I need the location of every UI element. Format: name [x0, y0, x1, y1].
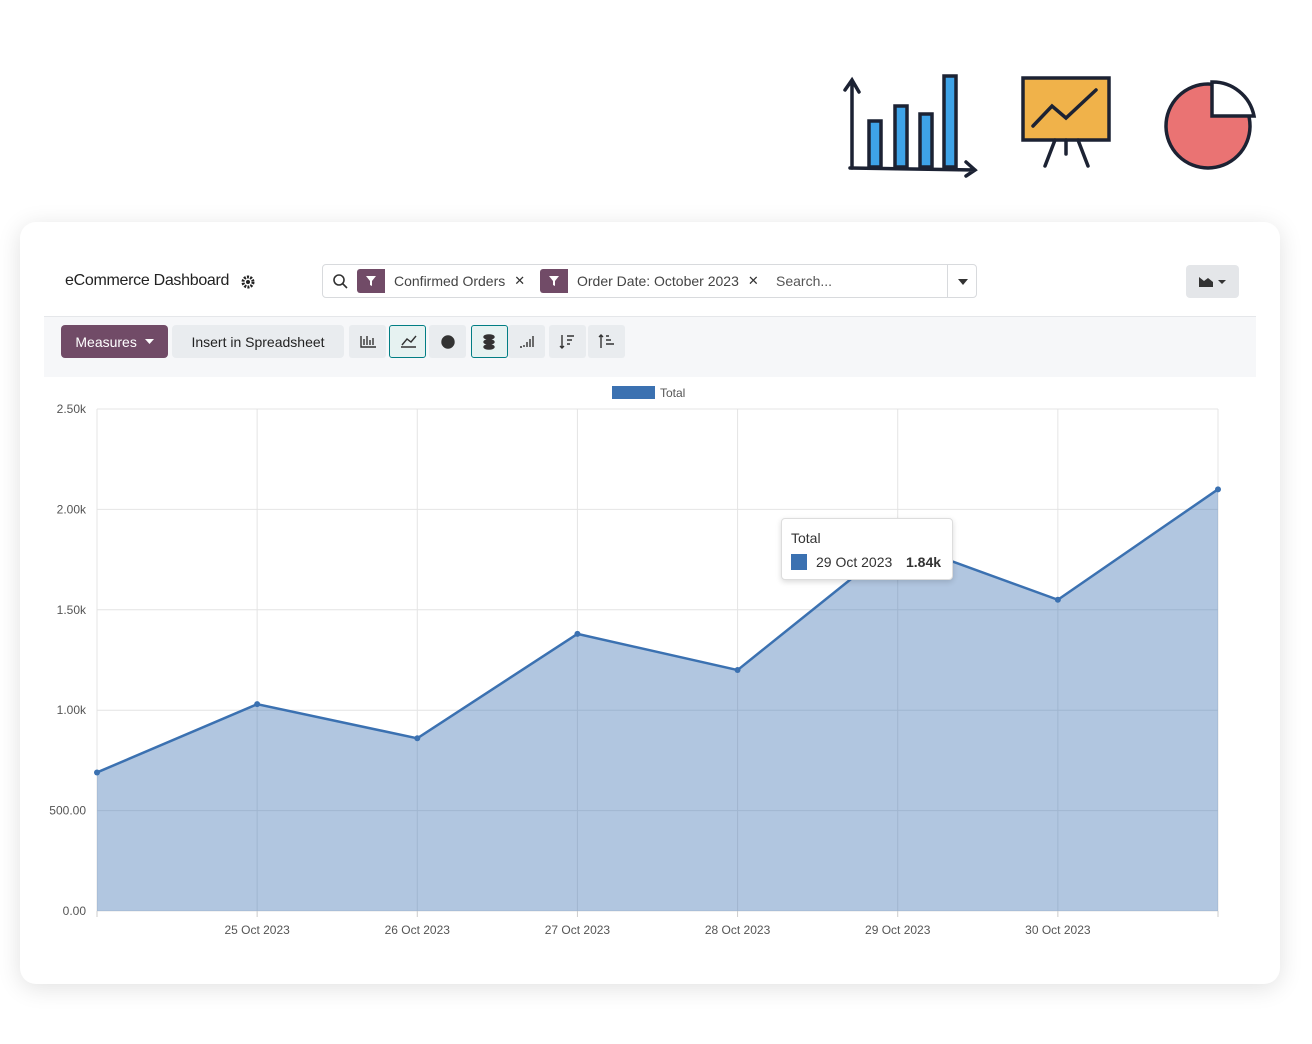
- toolbar-glyphs: [360, 334, 614, 350]
- y-tick-label: 0.00: [63, 904, 87, 918]
- view-switcher[interactable]: [1186, 265, 1239, 298]
- dropdown-caret[interactable]: [957, 278, 969, 286]
- sort-desc-button[interactable]: [549, 325, 586, 358]
- dashboard-title: eCommerce Dashboard: [65, 272, 230, 289]
- point: [1215, 486, 1221, 493]
- tooltip-category: 29 Oct 2023: [816, 554, 893, 570]
- point: [94, 769, 100, 776]
- tooltip-value: 1.84k: [906, 554, 942, 570]
- legend-label: Total: [660, 386, 685, 400]
- decor-icons: [843, 74, 1257, 178]
- y-tick-label: 500.00: [49, 804, 86, 818]
- sort-asc-button[interactable]: [588, 325, 625, 358]
- area: [97, 489, 1218, 911]
- tooltip: Total 29 Oct 2023 1.84k: [781, 518, 953, 580]
- gear-icon[interactable]: [241, 275, 255, 289]
- y-tick-label: 1.00k: [57, 703, 87, 717]
- point: [574, 630, 581, 637]
- point: [254, 701, 261, 708]
- divider: [947, 265, 948, 297]
- x-tick-label: 30 Oct 2023: [1025, 923, 1091, 937]
- facet[interactable]: Confirmed Orders ✕: [357, 269, 525, 293]
- point: [414, 735, 421, 742]
- point: [1054, 596, 1061, 603]
- tooltip-title: Total: [791, 530, 821, 546]
- cumulative-button[interactable]: [508, 325, 545, 358]
- legend-swatch: [612, 386, 655, 399]
- facet[interactable]: Order Date: October 2023 ✕: [540, 269, 759, 293]
- x-tick-label: 26 Oct 2023: [385, 923, 451, 937]
- y-tick-label: 2.50k: [57, 402, 87, 416]
- point: [734, 667, 741, 674]
- y-tick-label: 2.00k: [57, 502, 87, 516]
- facet-label: Order Date: October 2023: [577, 273, 739, 289]
- search-placeholder[interactable]: Search...: [776, 273, 833, 289]
- search-icon: [333, 274, 348, 289]
- button-label: Measures: [75, 333, 137, 350]
- line-view-button[interactable]: [389, 325, 426, 358]
- x-tick-label: 28 Oct 2023: [705, 923, 771, 937]
- x-tick-label: 27 Oct 2023: [545, 923, 611, 937]
- x-tick-label: 25 Oct 2023: [224, 923, 290, 937]
- x-tick-label: 29 Oct 2023: [865, 923, 931, 937]
- tooltip-swatch: [791, 554, 807, 570]
- y-tick-label: 1.50k: [57, 603, 87, 617]
- search-bar[interactable]: [322, 264, 977, 298]
- measures-button[interactable]: Measures: [61, 325, 168, 358]
- button-label: Insert in Spreadsheet: [191, 333, 325, 350]
- line: [96, 488, 1219, 774]
- facet-label: Confirmed Orders: [394, 273, 506, 289]
- spreadsheet-button[interactable]: Insert in Spreadsheet: [172, 325, 344, 358]
